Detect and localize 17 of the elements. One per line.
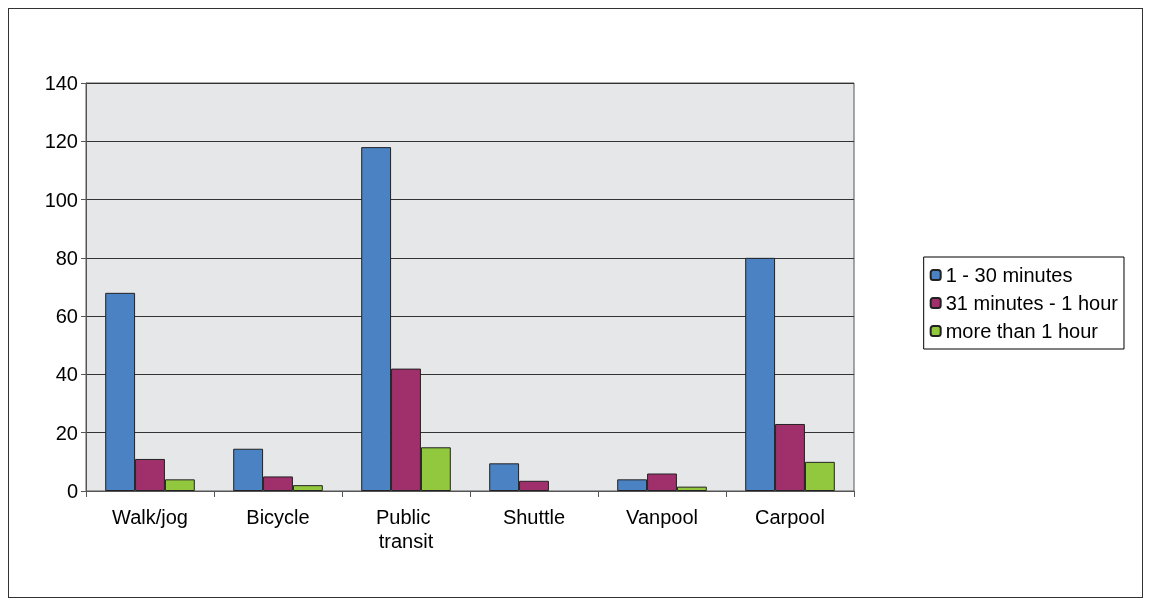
y-tick-label: 60 [55,305,78,328]
y-tick-label: 140 [44,72,78,94]
y-tick-label: 0 [66,480,78,502]
y-tick-label: 80 [55,246,78,269]
legend-label: 1 - 30 minutes [945,264,1073,286]
x-tick-label: Vanpool [626,506,698,528]
legend-label: more than 1 hour [945,320,1099,342]
y-tick-label: 40 [55,363,78,386]
y-tick-label: 100 [44,188,78,211]
y-tick-label: 20 [55,421,78,444]
y-tick-label: 120 [44,130,78,153]
x-tick-label: Public transit [375,506,437,552]
x-tick-label: Walk/jog [112,506,188,528]
x-tick-label: Carpool [754,506,826,528]
x-tick-label: Shuttle [502,506,566,528]
legend-label: 31 minutes - 1 hour [945,292,1119,314]
x-tick-label: Bicycle [246,506,310,528]
